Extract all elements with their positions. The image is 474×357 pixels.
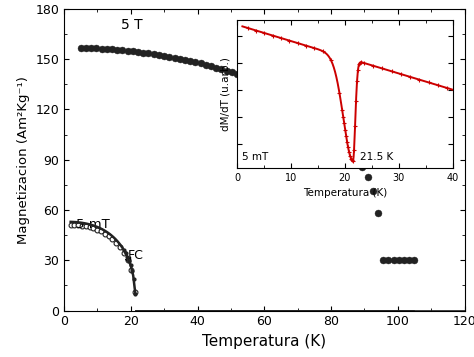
Text: FC: FC — [128, 248, 143, 262]
X-axis label: Temperatura (K): Temperatura (K) — [303, 188, 387, 198]
Text: 5 mT: 5 mT — [76, 218, 109, 231]
Y-axis label: dM/dT (u.arb.): dM/dT (u.arb.) — [221, 57, 231, 131]
Text: 5 T: 5 T — [121, 18, 142, 32]
Y-axis label: Magnetizacion (Am²Kg⁻¹): Magnetizacion (Am²Kg⁻¹) — [17, 76, 30, 244]
Text: 5 mT: 5 mT — [242, 152, 269, 162]
Text: 21.5 K: 21.5 K — [360, 152, 393, 162]
X-axis label: Temperatura (K): Temperatura (K) — [202, 334, 326, 349]
